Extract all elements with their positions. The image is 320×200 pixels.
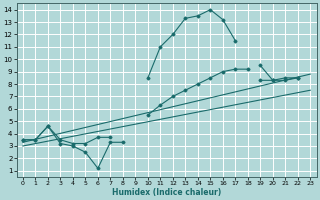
X-axis label: Humidex (Indice chaleur): Humidex (Indice chaleur) [112,188,221,197]
